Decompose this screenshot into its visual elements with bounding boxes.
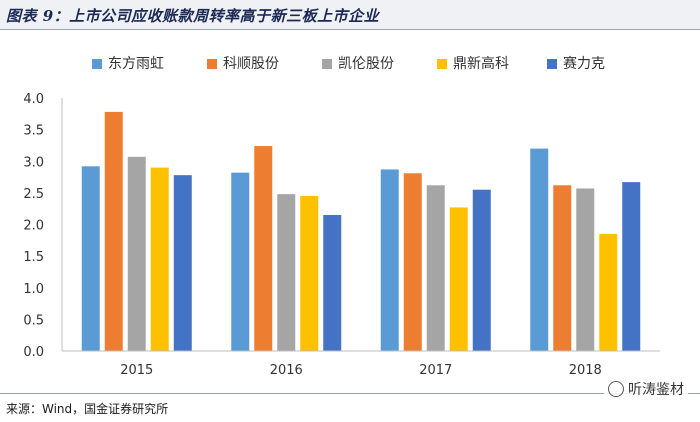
wechat-icon bbox=[608, 381, 624, 397]
bar bbox=[472, 189, 491, 351]
bar bbox=[599, 233, 618, 351]
y-tick-label: 2.5 bbox=[23, 187, 44, 202]
watermark-label: 听涛鉴材 bbox=[628, 382, 684, 398]
bar bbox=[403, 173, 422, 351]
y-tick-label: 0.0 bbox=[23, 345, 44, 360]
bar bbox=[277, 194, 296, 351]
bar bbox=[173, 175, 192, 351]
bar bbox=[449, 207, 468, 351]
bar bbox=[323, 215, 342, 351]
y-tick-label: 3.5 bbox=[23, 124, 44, 139]
bar bbox=[81, 166, 100, 351]
bar bbox=[530, 148, 549, 351]
bar-chart: 东方雨虹 科顺股份 凯伦股份 鼎新高科 赛力克 0.0 0.5 1.0 1.5 2.0 2.5 3.… bbox=[23, 55, 660, 378]
bars bbox=[81, 111, 641, 351]
bar bbox=[380, 169, 399, 351]
y-tick-label: 0.5 bbox=[23, 313, 44, 328]
y-tick-label: 1.5 bbox=[23, 250, 44, 265]
legend-swatch bbox=[207, 59, 217, 69]
x-tick-label: 2018 bbox=[569, 363, 602, 378]
watermark: 听涛鉴材 bbox=[604, 378, 688, 400]
x-tick-label: 2015 bbox=[120, 363, 153, 378]
x-tick-label: 2016 bbox=[270, 363, 303, 378]
legend-label: 凯伦股份 bbox=[338, 56, 394, 72]
legend-swatch bbox=[92, 59, 102, 69]
y-axis: 0.0 0.5 1.0 1.5 2.0 2.5 3.0 3.5 4.0 bbox=[23, 92, 63, 360]
bar bbox=[300, 196, 319, 351]
bar bbox=[622, 182, 641, 351]
bar bbox=[127, 156, 146, 351]
legend-swatch bbox=[322, 59, 332, 69]
bar bbox=[553, 185, 572, 351]
source-note: 来源：Wind，国金证券研究所 bbox=[6, 402, 169, 416]
bar bbox=[254, 146, 273, 351]
y-tick-label: 4.0 bbox=[23, 92, 44, 107]
legend-label: 科顺股份 bbox=[223, 56, 279, 72]
y-tick-label: 2.0 bbox=[23, 219, 44, 234]
legend-label: 赛力克 bbox=[563, 56, 605, 72]
source-bar: 来源：Wind，国金证券研究所 bbox=[0, 393, 700, 422]
chart-title: 图表 9：上市公司应收账款周转率高于新三板上市企业 bbox=[6, 7, 380, 25]
y-tick-label: 3.0 bbox=[23, 155, 44, 170]
bar bbox=[104, 111, 123, 351]
legend-label: 鼎新高科 bbox=[453, 55, 509, 72]
bar bbox=[576, 188, 595, 351]
x-tick-label: 2017 bbox=[419, 363, 452, 378]
y-tick-label: 1.0 bbox=[23, 282, 44, 297]
bar bbox=[150, 167, 169, 351]
title-bar: 图表 9：上市公司应收账款周转率高于新三板上市企业 bbox=[0, 0, 700, 30]
legend-swatch bbox=[547, 59, 557, 69]
x-axis: 2015 2016 2017 2018 bbox=[62, 350, 660, 378]
legend-swatch bbox=[437, 59, 447, 69]
legend: 东方雨虹 科顺股份 凯伦股份 鼎新高科 赛力克 bbox=[92, 55, 605, 72]
legend-label: 东方雨虹 bbox=[108, 56, 164, 72]
bar bbox=[426, 185, 445, 351]
bar bbox=[231, 172, 250, 351]
